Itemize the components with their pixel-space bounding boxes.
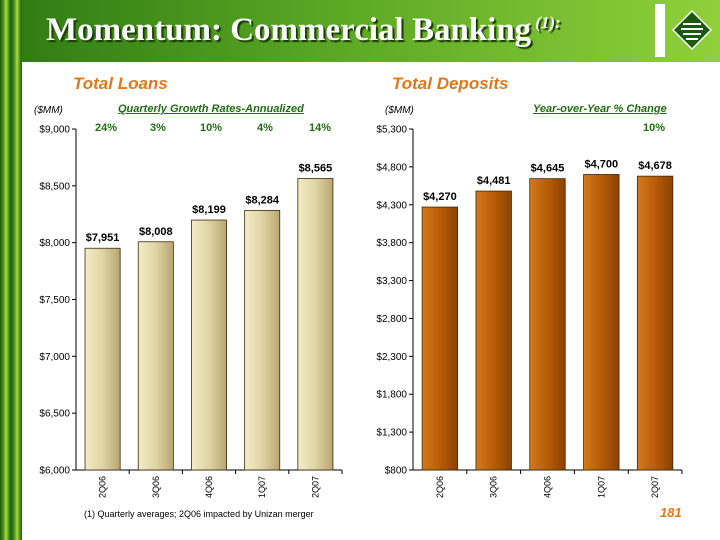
loans-y-tick-label: $6,000: [39, 466, 70, 477]
deposits-y-tick-label: $3,300: [376, 276, 407, 287]
loans-y-tick-label: $8,500: [39, 181, 70, 192]
loans-growth-rate: 24%: [94, 122, 118, 134]
page-title-text: Momentum: Commercial Banking: [46, 12, 532, 48]
deposits-value-label: $4,270: [423, 191, 457, 203]
loans-value-label: $8,284: [245, 194, 280, 206]
deposits-x-tick-label: 3Q06: [489, 476, 499, 498]
page-title: Momentum: Commercial Banking (1):: [46, 12, 561, 49]
deposits-value-label: $4,700: [584, 158, 618, 170]
deposits-x-tick-label: 2Q06: [435, 476, 445, 498]
footnote: (1) Quarterly averages; 2Q06 impacted by…: [84, 509, 314, 519]
deposits-growth-rate: 10%: [642, 122, 666, 134]
loans-y-tick-label: $9,000: [39, 125, 70, 136]
page-number: 181: [660, 505, 682, 520]
deposits-y-tick-label: $2,800: [376, 314, 407, 325]
loans-unit-label: ($MM): [34, 105, 63, 116]
deposits-section-title: Total Deposits: [392, 74, 509, 93]
deposits-y-tick-label: $2,300: [376, 352, 407, 363]
loans-value-label: $8,008: [139, 226, 173, 238]
loans-growth-rate: 14%: [308, 122, 332, 134]
loans-bar: [244, 209, 281, 471]
deposits-y-tick-label: $3,800: [376, 238, 407, 249]
deposits-bar: [475, 190, 512, 471]
loans-x-tick-label: 2Q06: [98, 476, 108, 498]
loans-y-tick-label: $6,500: [39, 409, 70, 420]
deposits-growth-title: Year-over-Year % Change: [533, 103, 667, 115]
deposits-x-tick-label: 2Q07: [650, 476, 660, 498]
loans-x-tick-label: 4Q06: [204, 476, 214, 498]
loans-x-tick-label: 3Q06: [151, 476, 161, 498]
loans-value-label: $8,565: [299, 162, 333, 174]
loans-section-title: Total Loans: [73, 74, 168, 93]
deposits-x-tick-label: 1Q07: [596, 476, 606, 498]
title-footnote-marker: (1):: [535, 13, 561, 32]
deposits-y-tick-label: $4,300: [376, 200, 407, 211]
deposits-bar: [636, 175, 674, 471]
loans-growth-rate: 10%: [199, 122, 223, 134]
loans-growth-rate: 3%: [150, 122, 166, 134]
deposits-y-tick-label: $1,300: [376, 428, 407, 439]
deposits-y-tick-label: $5,300: [376, 125, 407, 136]
deposits-bar: [421, 206, 459, 471]
loans-value-label: $7,951: [86, 232, 120, 244]
loans-y-tick-label: $8,000: [39, 238, 70, 249]
deposits-y-tick-label: $1,800: [376, 390, 407, 401]
loans-bar: [84, 247, 121, 471]
loans-value-label: $8,199: [192, 204, 226, 216]
deposits-x-tick-label: 4Q06: [543, 476, 553, 498]
decorative-stripe: [0, 0, 22, 540]
loans-bar: [137, 241, 174, 471]
loans-y-tick-label: $7,500: [39, 295, 70, 306]
deposits-unit-label: ($MM): [385, 105, 414, 116]
loans-bar: [297, 178, 334, 471]
loans-x-tick-label: 1Q07: [257, 476, 267, 498]
loans-growth-rate: 4%: [257, 122, 273, 134]
deposits-value-label: $4,645: [531, 163, 565, 175]
deposits-bar: [529, 178, 566, 471]
bank-logo-icon: [672, 10, 712, 50]
deposits-value-label: $4,678: [638, 160, 672, 172]
deposits-y-tick-label: $800: [385, 466, 408, 477]
loans-x-tick-label: 2Q07: [310, 476, 320, 498]
deposits-y-tick-label: $4,800: [376, 162, 407, 173]
title-divider: [655, 4, 665, 57]
title-bar: [0, 0, 720, 62]
loans-y-tick-label: $7,000: [39, 352, 70, 363]
loans-bar: [191, 219, 227, 471]
loans-growth-title: Quarterly Growth Rates-Annualized: [118, 103, 304, 115]
deposits-bar: [583, 174, 620, 471]
deposits-value-label: $4,481: [477, 175, 511, 187]
